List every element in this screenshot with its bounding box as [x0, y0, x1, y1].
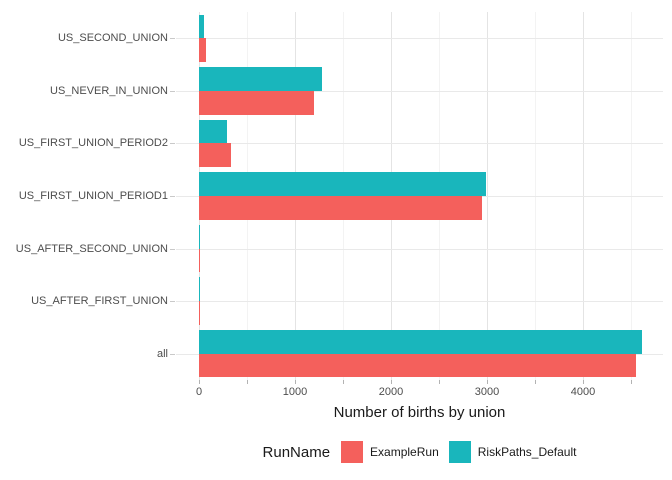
legend-label-ExampleRun: ExampleRun	[370, 445, 439, 459]
y-axis-label: US_SECOND_UNION	[57, 32, 168, 45]
y-axis-label: US_AFTER_FIRST_UNION	[31, 295, 168, 308]
y-axis-tick	[170, 353, 175, 355]
y-axis-label: US_AFTER_SECOND_UNION	[15, 242, 168, 255]
legend-label-RiskPaths_Default: RiskPaths_Default	[477, 445, 577, 459]
gridline-major-y	[176, 38, 663, 40]
x-axis-tick	[391, 380, 393, 384]
bar-ExampleRun	[199, 90, 315, 115]
y-axis-tick	[170, 90, 175, 92]
bar-RiskPaths_Default	[199, 14, 205, 39]
legend-title: RunName	[262, 443, 331, 461]
x-axis-tick-label: 0	[195, 386, 203, 398]
bar-ExampleRun	[199, 248, 201, 273]
x-axis-tick-label: 1000	[282, 386, 308, 398]
plot-panel	[176, 12, 663, 380]
x-axis-tick	[583, 380, 585, 384]
y-axis-tick	[170, 248, 175, 250]
bar-ExampleRun	[199, 143, 231, 168]
bar-RiskPaths_Default	[199, 330, 643, 354]
gridline-major-y	[176, 301, 663, 303]
x-axis-tick	[247, 380, 249, 384]
y-axis-label: US_NEVER_IN_UNION	[50, 84, 168, 97]
legend-entry-RiskPaths_Default: RiskPaths_Default	[448, 441, 577, 463]
x-axis-tick-label: 4000	[570, 386, 596, 398]
legend-swatch-RiskPaths_Default	[448, 441, 471, 463]
y-axis-tick	[170, 38, 175, 40]
x-axis-tick	[199, 380, 201, 384]
bar-RiskPaths_Default	[199, 67, 322, 91]
legend-swatch-ExampleRun	[341, 441, 364, 463]
bar-RiskPaths_Default	[199, 172, 486, 196]
bar-RiskPaths_Default	[199, 119, 227, 144]
gridline-major-y	[176, 248, 663, 250]
y-axis-tick	[170, 196, 175, 197]
y-axis-label: all	[156, 347, 168, 360]
bar-ExampleRun	[199, 196, 483, 220]
gridline-major-y	[176, 90, 663, 92]
x-axis-tick	[343, 380, 345, 384]
y-axis-label: US_FIRST_UNION_PERIOD2	[18, 137, 168, 150]
legend: RunName ExampleRun RiskPaths_Default	[176, 441, 663, 463]
x-axis-tick-label: 2000	[378, 386, 404, 398]
bar-ExampleRun	[199, 38, 207, 62]
bar-RiskPaths_Default	[199, 224, 201, 249]
x-axis-tick-label: 3000	[474, 386, 500, 398]
y-axis-label: US_FIRST_UNION_PERIOD1	[18, 190, 168, 202]
x-axis-title: Number of births by union	[333, 404, 506, 421]
x-axis-tick	[439, 380, 441, 384]
y-axis-tick	[170, 143, 175, 145]
bar-ExampleRun	[199, 353, 636, 378]
x-axis-tick	[295, 380, 297, 384]
bar-RiskPaths_Default	[199, 277, 201, 302]
legend-entry-ExampleRun: ExampleRun	[341, 441, 439, 463]
x-axis-tick	[487, 380, 489, 384]
bar-ExampleRun	[199, 301, 201, 325]
legend-entries: ExampleRun RiskPaths_Default	[341, 441, 576, 463]
x-axis-tick	[535, 380, 537, 384]
gridline-major-y	[176, 143, 663, 145]
x-axis-tick	[631, 380, 633, 384]
y-axis-tick	[170, 301, 175, 303]
